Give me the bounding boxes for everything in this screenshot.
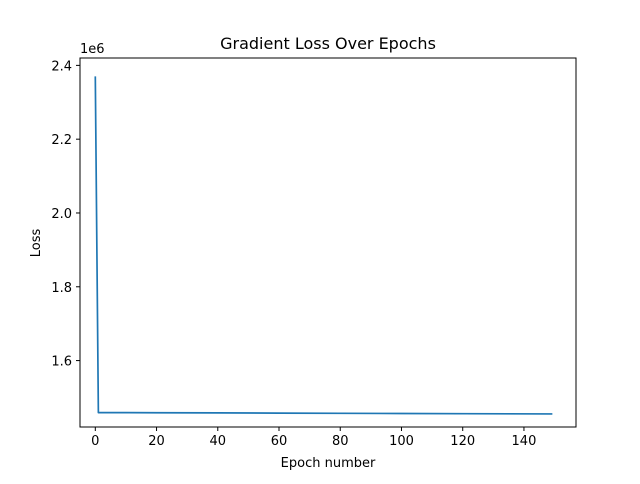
x-axis-label: Epoch number bbox=[281, 456, 376, 471]
y-tick-label: 2.2 bbox=[51, 133, 72, 148]
x-tick-label: 120 bbox=[450, 434, 475, 449]
y-tick-label: 2.4 bbox=[51, 59, 72, 74]
y-tick-label: 1.6 bbox=[51, 355, 72, 370]
x-tick-label: 20 bbox=[148, 434, 165, 449]
axes-frame bbox=[79, 57, 577, 428]
x-tick-label: 0 bbox=[91, 434, 99, 449]
y-tick-label: 2.0 bbox=[51, 207, 72, 222]
y-axis-offset-label: 1e6 bbox=[80, 42, 105, 57]
y-axis-ticks: 1.6 1.8 2.0 2.2 2.4 bbox=[51, 59, 80, 370]
x-tick-label: 80 bbox=[332, 434, 349, 449]
x-tick-label: 40 bbox=[210, 434, 227, 449]
series-line-0 bbox=[94, 76, 553, 415]
x-tick-label: 100 bbox=[389, 434, 414, 449]
chart-title: Gradient Loss Over Epochs bbox=[220, 34, 436, 53]
x-tick-label: 140 bbox=[512, 434, 537, 449]
x-axis-ticks: 0 20 40 60 80 100 120 140 bbox=[91, 427, 536, 449]
y-axis-label: Loss bbox=[29, 229, 44, 258]
x-tick-label: 60 bbox=[271, 434, 288, 449]
plot-area bbox=[94, 76, 553, 415]
y-tick-label: 1.8 bbox=[51, 281, 72, 296]
